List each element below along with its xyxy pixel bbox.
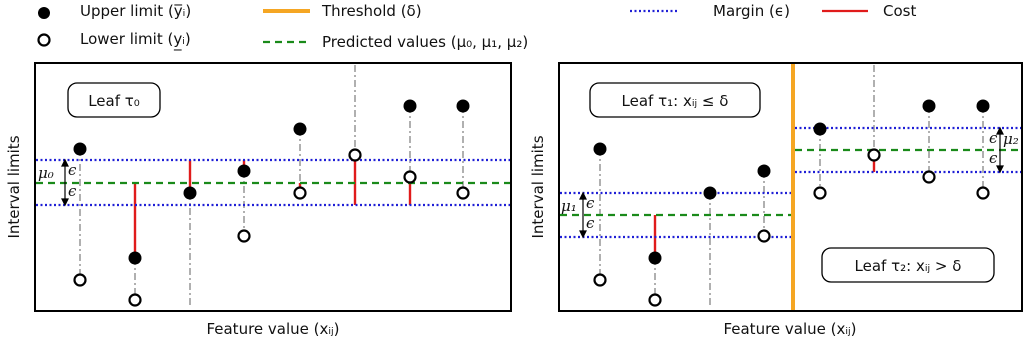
left-upper-point <box>403 99 417 113</box>
legend: Upper limit (y̅ᵢ) Lower limit (y̲ᵢ) Thre… <box>37 2 916 52</box>
right-upper-point <box>976 99 990 113</box>
left-upper-point <box>237 164 251 178</box>
left-upper-point <box>293 122 307 136</box>
left-eps-upper-label: ϵ <box>68 161 77 179</box>
right-epsilon-arrows <box>579 126 1004 239</box>
legend-lower-label: Lower limit (y̲ᵢ) <box>80 30 191 52</box>
right-panel: μ₁ ϵ ϵ μ₂ ϵ ϵ Leaf τ₁: xᵢ <box>529 62 1023 338</box>
right-upper-point <box>703 186 717 200</box>
right-lower-point <box>648 293 662 307</box>
right-upper-point <box>648 251 662 265</box>
legend-lower-marker <box>37 33 51 47</box>
right-lower-point <box>867 148 881 162</box>
left-mu-label: μ₀ <box>38 164 54 182</box>
right-eps-label: ϵ <box>989 149 998 167</box>
right-leaf2-label: Leaf τ₂: xᵢⱼ > δ <box>855 257 962 275</box>
right-leaf2-box <box>821 247 995 283</box>
legend-upper-label: Upper limit (y̅ᵢ) <box>80 2 191 20</box>
right-ylabel: Interval limits <box>529 135 547 238</box>
left-lower-point <box>128 293 142 307</box>
legend-predicted-label: Predicted values (μ₀, μ₁, μ₂) <box>322 33 528 51</box>
right-upper-point <box>593 142 607 156</box>
left-leaf-box <box>67 82 161 118</box>
right-upper-points <box>593 99 990 265</box>
left-ylabel: Interval limits <box>5 135 23 238</box>
left-lower-point <box>348 148 362 162</box>
right-leaf1-box <box>589 82 761 118</box>
right-lower-point <box>922 170 936 184</box>
right-eps-label: ϵ <box>989 129 998 147</box>
left-upper-point <box>456 99 470 113</box>
right-upper-point <box>813 122 827 136</box>
left-lower-point <box>293 186 307 200</box>
right-mu2-label: μ₂ <box>1003 130 1019 148</box>
left-connectors <box>79 65 464 308</box>
left-eps-lower-label: ϵ <box>68 182 77 200</box>
right-xlabel: Feature value (xᵢⱼ) <box>723 320 856 338</box>
right-mu1-label: μ₁ <box>561 197 577 215</box>
left-lower-point <box>403 170 417 184</box>
right-lower-point <box>757 229 771 243</box>
legend-cost-label: Cost <box>883 2 916 20</box>
left-leaf-label: Leaf τ₀ <box>88 92 140 110</box>
left-lower-point <box>456 186 470 200</box>
left-upper-point <box>128 251 142 265</box>
left-panel: μ₀ ϵ ϵ Leaf τ₀ Feature value (xᵢⱼ) <box>5 62 512 338</box>
right-upper-point <box>922 99 936 113</box>
right-lower-points <box>593 148 990 307</box>
legend-margin-label: Margin (ϵ) <box>713 2 790 20</box>
left-lower-point <box>73 273 87 287</box>
legend-threshold-label: Threshold (δ) <box>321 2 422 20</box>
right-lower-point <box>976 186 990 200</box>
right-lower-point <box>593 273 607 287</box>
right-lower-point <box>813 186 827 200</box>
right-upper-point <box>757 164 771 178</box>
right-eps-label: ϵ <box>586 214 595 232</box>
left-xlabel: Feature value (xᵢⱼ) <box>206 320 339 338</box>
left-upper-points <box>73 99 470 265</box>
legend-upper-marker <box>38 7 50 19</box>
right-leaf1-label: Leaf τ₁: xᵢⱼ ≤ δ <box>622 92 729 110</box>
left-upper-point <box>183 186 197 200</box>
left-upper-point <box>73 142 87 156</box>
left-epsilon-arrows <box>61 158 69 207</box>
left-lower-points <box>73 148 470 307</box>
right-eps-label: ϵ <box>586 194 595 212</box>
left-lower-point <box>237 229 251 243</box>
